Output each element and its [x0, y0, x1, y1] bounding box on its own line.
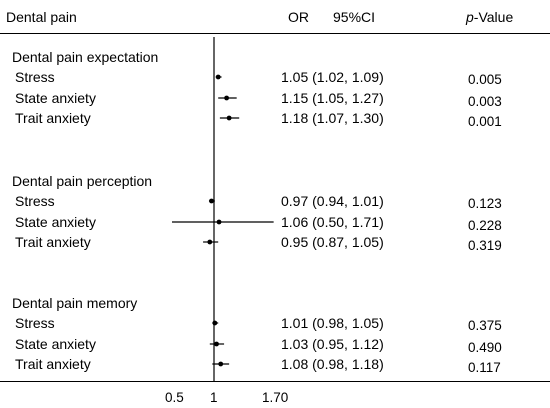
row-label: Trait anxiety	[15, 356, 91, 372]
p-value: 0.228	[468, 218, 502, 233]
row-label: Trait anxiety	[15, 234, 91, 250]
group-title: Dental pain perception	[12, 173, 153, 189]
or-ci-text: 0.95 (0.87, 1.05)	[281, 234, 384, 250]
row-label: State anxiety	[15, 336, 96, 352]
or-point	[207, 239, 213, 245]
header-or: OR	[288, 9, 309, 25]
row-label: Stress	[15, 69, 55, 85]
p-value: 0.003	[468, 94, 502, 109]
header-p-value: p-Value	[466, 9, 514, 25]
or-ci-text: 1.18 (1.07, 1.30)	[281, 110, 384, 126]
or-point	[224, 95, 230, 101]
x-tick-label: 1.70	[262, 390, 289, 405]
or-point	[214, 341, 219, 347]
header-ci: 95%CI	[333, 9, 376, 25]
p-value: 0.375	[468, 318, 502, 333]
group-title: Dental pain expectation	[12, 49, 159, 65]
row-label: State anxiety	[15, 214, 96, 230]
or-point	[226, 115, 232, 121]
p-value: 0.490	[468, 340, 502, 355]
or-ci-text: 1.06 (0.50, 1.71)	[281, 214, 384, 230]
or-point	[218, 361, 224, 367]
x-tick-label: 1	[210, 390, 218, 405]
header-label: Dental pain	[6, 9, 77, 25]
or-ci-text: 0.97 (0.94, 1.01)	[281, 193, 384, 209]
or-point	[212, 320, 218, 326]
row-label: Stress	[15, 193, 55, 209]
or-ci-text: 1.03 (0.95, 1.12)	[281, 336, 384, 352]
or-point	[209, 198, 214, 204]
group-title: Dental pain memory	[12, 295, 138, 311]
or-ci-text: 1.08 (0.98, 1.18)	[281, 356, 384, 372]
row-label: Trait anxiety	[15, 110, 91, 126]
p-value: 0.319	[468, 238, 502, 253]
or-point	[215, 74, 221, 80]
p-value: 0.001	[468, 114, 502, 129]
row-label: Stress	[15, 315, 55, 331]
bottom-divider	[0, 381, 550, 382]
or-ci-text: 1.05 (1.02, 1.09)	[281, 69, 384, 85]
or-ci-text: 1.15 (1.05, 1.27)	[281, 90, 384, 106]
x-tick-label: 0.5	[165, 390, 184, 405]
header-divider	[0, 33, 550, 34]
row-label: State anxiety	[15, 90, 96, 106]
p-value: 0.123	[468, 196, 502, 211]
p-value: 0.005	[468, 72, 502, 87]
or-point	[216, 219, 222, 225]
p-value: 0.117	[468, 360, 501, 375]
or-ci-text: 1.01 (0.98, 1.05)	[281, 315, 384, 331]
